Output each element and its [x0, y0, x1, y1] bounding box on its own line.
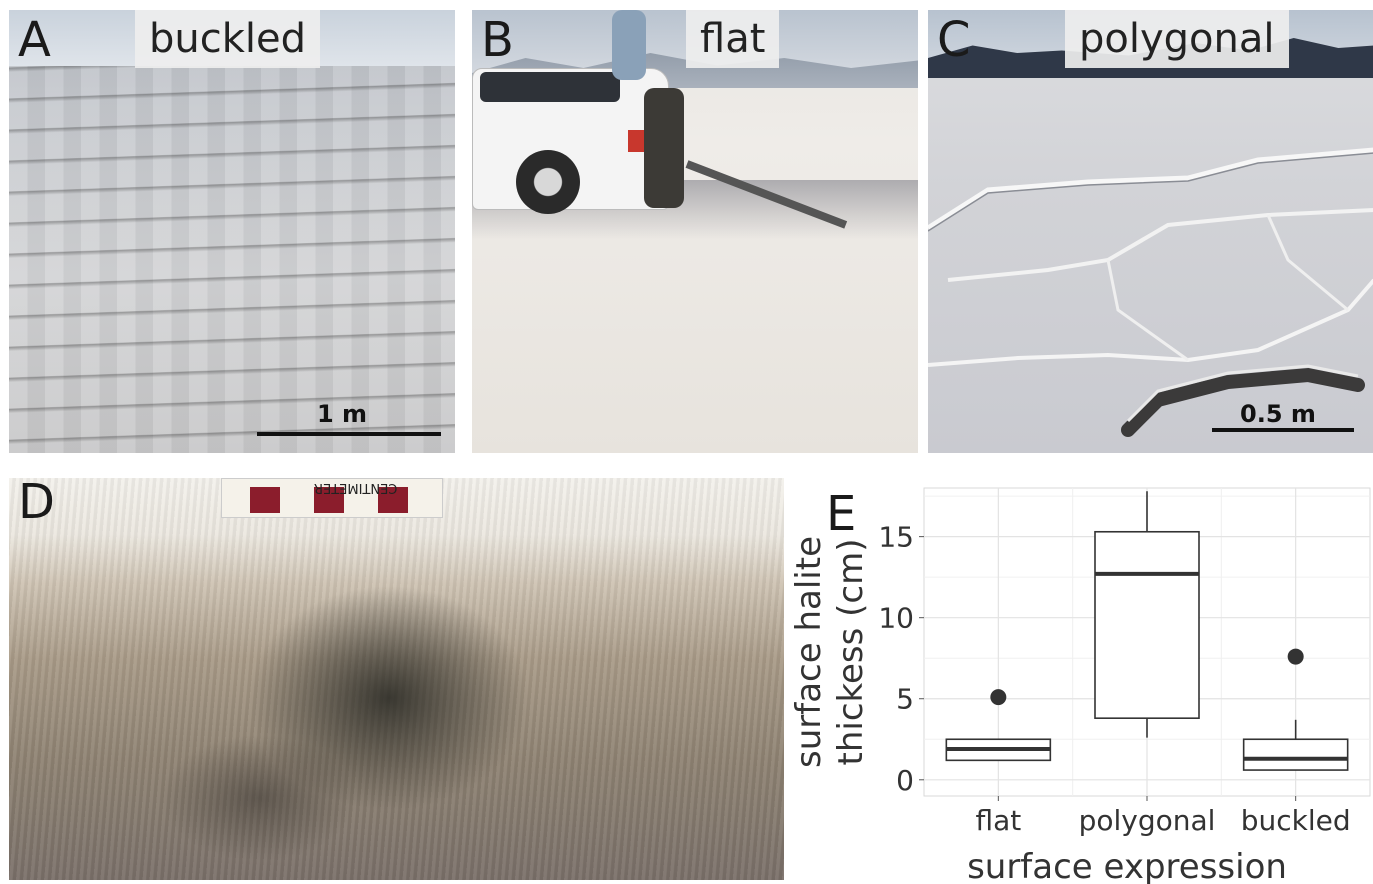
- halite-cross-section-photo: [9, 478, 784, 880]
- y-tick-label: 5: [896, 683, 914, 716]
- panel-b-flat-photo: flat: [472, 10, 918, 453]
- person-sitting: [644, 88, 684, 208]
- panel-e-boxplot: 0 5 10 15 flat polygonal buckled surface expres…: [790, 476, 1373, 884]
- panel-a-scale-bar: [257, 432, 441, 436]
- ruler-text: CENTIMETER: [314, 480, 398, 495]
- panel-a-buckled-photo: buckled 1 m: [9, 10, 455, 453]
- panel-e-letter: E: [826, 486, 857, 542]
- y-axis-title-line2: thickess (cm): [831, 539, 871, 766]
- x-tick-label: flat: [975, 804, 1021, 837]
- polygon-ridges: [928, 147, 1373, 437]
- panel-d-cross-section-photo: CENTIMETER: [9, 478, 784, 880]
- panel-c-scale-bar: [1212, 428, 1354, 432]
- panel-a-scale-label: 1 m: [317, 400, 368, 428]
- y-tick-label: 15: [878, 521, 914, 554]
- y-axis-title-line1: surface halite: [790, 536, 829, 768]
- box-polygonal: [1094, 530, 1200, 719]
- box-buckled: [1242, 738, 1349, 771]
- ruler: [221, 478, 443, 518]
- x-tick-label: buckled: [1241, 804, 1351, 837]
- outlier-point: [990, 689, 1007, 706]
- truck-window: [480, 72, 620, 102]
- truck-wheel: [516, 150, 580, 214]
- panel-a-letter: A: [18, 12, 51, 68]
- panel-c-letter: C: [937, 12, 971, 68]
- panel-c-polygonal-photo: polygonal 0.5 m: [928, 10, 1373, 453]
- x-axis-title: surface expression: [967, 847, 1287, 884]
- y-tick-label: 0: [896, 764, 914, 797]
- panel-c-label: polygonal: [1065, 10, 1289, 68]
- outlier-point: [1287, 648, 1304, 665]
- panel-b-label: flat: [686, 10, 780, 68]
- panel-a-label: buckled: [135, 10, 321, 68]
- buckled-crust-photo: [9, 10, 455, 453]
- y-tick-label: 10: [878, 602, 914, 635]
- x-tick-label: polygonal: [1079, 804, 1216, 837]
- boxplot-chart: 0 5 10 15 flat polygonal buckled surface expres…: [790, 487, 1371, 884]
- person-standing: [612, 10, 646, 80]
- panel-d-letter: D: [18, 474, 55, 530]
- panel-b-letter: B: [481, 12, 514, 68]
- panel-c-scale-label: 0.5 m: [1240, 400, 1316, 428]
- truck-taillight: [628, 130, 644, 152]
